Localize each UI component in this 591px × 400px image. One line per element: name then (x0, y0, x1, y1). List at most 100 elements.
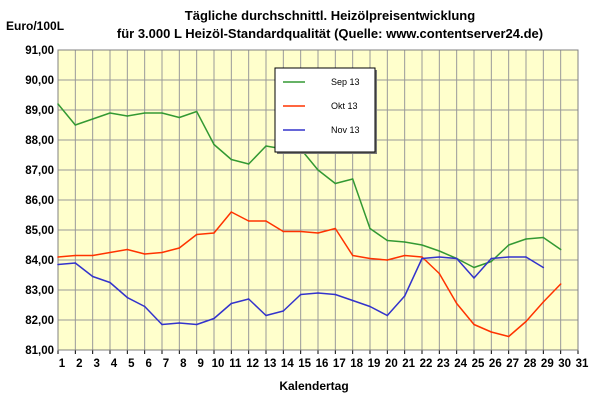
data-point (230, 158, 233, 161)
data-point (213, 232, 215, 234)
data-point (230, 211, 233, 213)
x-tick-label: 10 (212, 358, 225, 370)
data-point (213, 317, 215, 320)
data-point (334, 293, 337, 296)
data-point (351, 299, 354, 302)
data-point (57, 103, 59, 105)
x-tick-label: 18 (350, 358, 363, 370)
data-point (57, 256, 59, 258)
data-point (438, 256, 441, 258)
data-point (247, 163, 250, 165)
data-point (299, 230, 302, 233)
data-point (403, 295, 406, 297)
data-point (473, 277, 475, 279)
x-tick-label: 15 (298, 358, 311, 370)
data-point (230, 302, 233, 305)
data-point (334, 227, 337, 230)
data-point (421, 244, 423, 246)
data-point (143, 112, 146, 114)
data-point (351, 178, 354, 180)
data-point (74, 262, 77, 264)
x-tick-label: 21 (402, 358, 415, 370)
data-point (317, 292, 319, 294)
data-point (542, 301, 545, 303)
data-point (143, 305, 146, 308)
series-line (57, 211, 562, 338)
x-tick-label: 29 (541, 358, 554, 370)
x-tick-label: 28 (524, 358, 537, 370)
data-point (421, 257, 423, 260)
data-point (369, 227, 371, 230)
data-point (178, 247, 181, 249)
y-tick-label: 84,00 (25, 255, 54, 267)
y-tick-label: 88,00 (25, 135, 54, 147)
data-point (57, 263, 59, 266)
x-tick-label: 23 (437, 358, 450, 370)
data-point (282, 310, 285, 312)
data-point (438, 272, 441, 275)
axes: 81,00 82,00 83,00 84,00 85,00 86,00 87,00 88,00… (25, 45, 589, 370)
y-tick-label: 83,00 (25, 285, 54, 297)
x-tick-label: 25 (472, 358, 485, 370)
data-point (109, 251, 111, 254)
data-point (317, 169, 319, 171)
data-point (213, 143, 215, 146)
y-tick-label: 86,00 (25, 195, 54, 207)
data-point (195, 110, 198, 113)
data-point (542, 236, 545, 239)
data-point (490, 260, 493, 263)
data-point (386, 314, 389, 317)
data-point (91, 275, 94, 278)
data-point (438, 250, 441, 252)
x-tick-label: 13 (264, 358, 277, 370)
data-point (161, 112, 163, 114)
data-point (403, 241, 406, 243)
data-point (143, 253, 146, 255)
data-point (369, 257, 371, 260)
x-tick-label: 2 (76, 358, 82, 370)
data-point (386, 259, 389, 261)
data-point (109, 112, 111, 114)
data-point (473, 323, 475, 326)
data-point (247, 220, 250, 222)
data-point (473, 266, 475, 269)
series-okt-13 (57, 211, 562, 338)
legend-entry: Okt 13 (331, 101, 358, 111)
series-nov-13 (57, 256, 545, 326)
data-point (507, 256, 510, 258)
x-tick-label: 14 (281, 358, 294, 370)
x-tick-label: 16 (316, 358, 329, 370)
data-point (490, 331, 493, 333)
data-point (525, 320, 527, 323)
data-point (247, 298, 250, 300)
x-tick-label: 20 (385, 358, 398, 370)
chart-title-line1: Tägliche durchschnittl. Heizölpreisentwi… (185, 8, 475, 23)
x-tick-label: 17 (333, 358, 346, 370)
y-tick-label: 87,00 (25, 165, 54, 177)
y-tick-label: 82,00 (25, 315, 54, 327)
y-tick-label: 91,00 (25, 45, 54, 57)
x-tick-label: 31 (576, 358, 589, 370)
legend-entry: Nov 13 (331, 125, 360, 135)
data-point (195, 233, 198, 236)
data-point (161, 323, 163, 326)
x-tick-label: 9 (197, 358, 203, 370)
data-point (455, 257, 458, 260)
data-point (74, 124, 77, 126)
data-point (265, 314, 267, 317)
data-point (490, 257, 493, 260)
chart-title-line2: für 3.000 L Heizöl-Standardqualität (Que… (117, 26, 543, 41)
y-tick-label: 81,00 (25, 345, 54, 357)
plot-border (57, 49, 579, 351)
data-point (507, 335, 510, 338)
series-line (57, 103, 562, 269)
x-tick-label: 4 (111, 358, 118, 370)
data-point (178, 322, 181, 324)
data-point (91, 118, 94, 120)
data-point (403, 254, 406, 257)
y-tick-label: 90,00 (25, 75, 54, 87)
legend-entry: Sep 13 (331, 77, 360, 87)
x-tick-label: 24 (454, 358, 467, 370)
data-point (542, 266, 545, 269)
